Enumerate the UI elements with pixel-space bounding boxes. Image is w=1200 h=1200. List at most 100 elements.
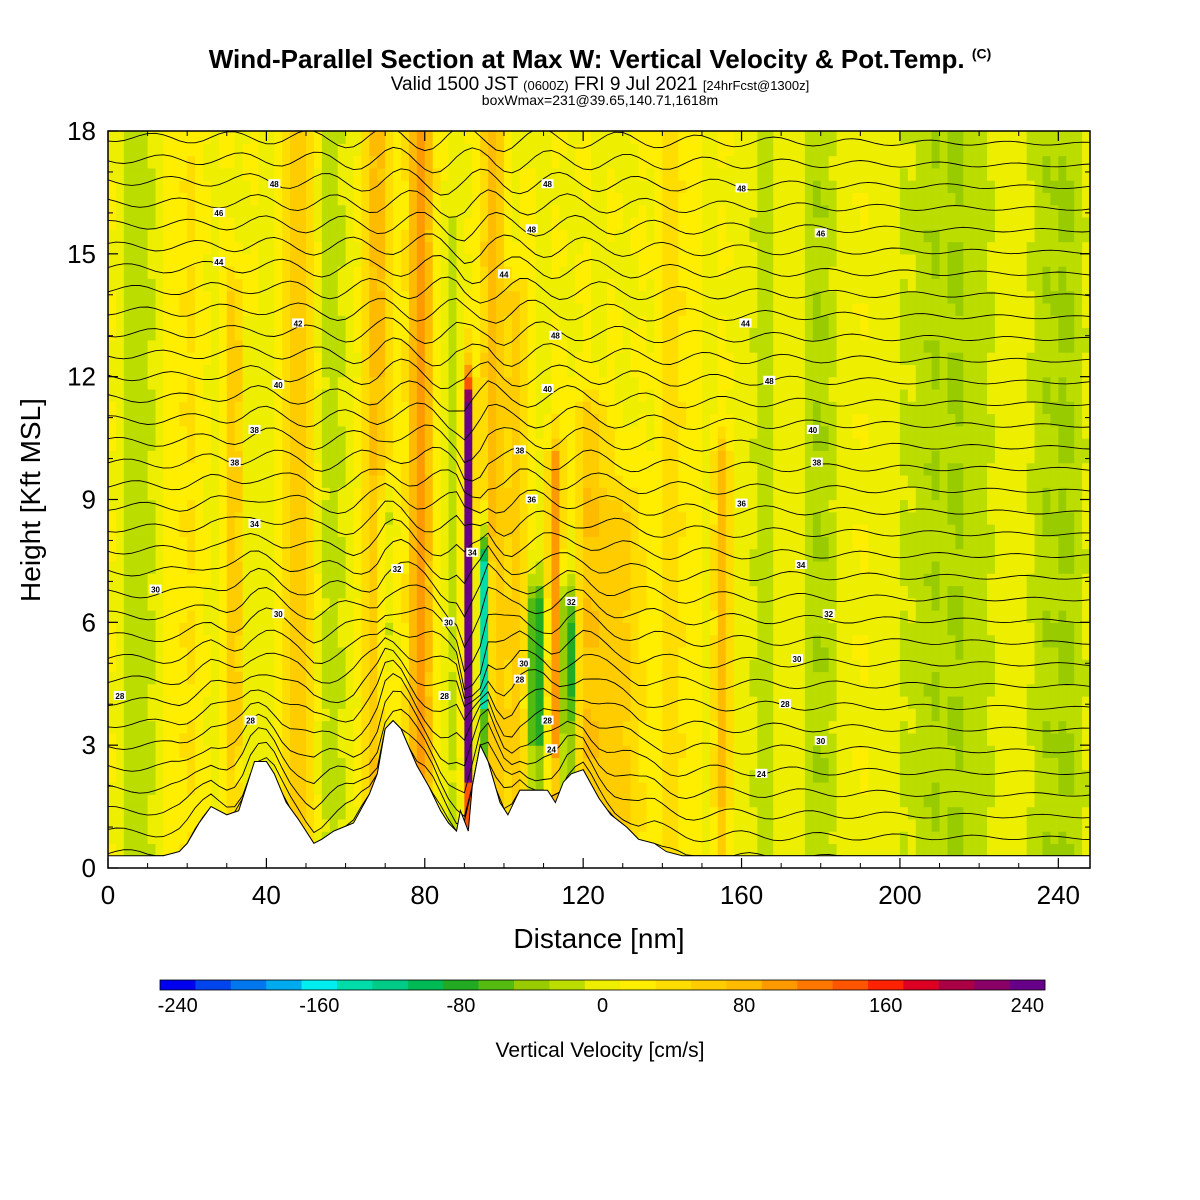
velocity-cell <box>385 511 394 525</box>
velocity-cell <box>686 757 695 771</box>
velocity-cell <box>1074 683 1083 697</box>
velocity-cell <box>971 818 980 832</box>
velocity-cell <box>329 622 339 636</box>
velocity-cell <box>622 499 632 513</box>
velocity-cell <box>345 425 355 439</box>
velocity-cell <box>1082 511 1090 525</box>
velocity-cell <box>955 745 964 759</box>
velocity-cell <box>979 425 988 439</box>
velocity-cell <box>741 388 751 402</box>
velocity-cell <box>828 622 838 636</box>
velocity-cell <box>646 831 656 845</box>
velocity-cell <box>892 794 901 808</box>
velocity-cell <box>931 720 941 734</box>
velocity-cell <box>155 843 165 857</box>
velocity-cell <box>424 597 434 611</box>
velocity-cell <box>527 622 537 636</box>
velocity-cell <box>305 499 315 513</box>
velocity-cell <box>115 683 125 697</box>
velocity-cell <box>1018 376 1028 390</box>
velocity-cell <box>123 831 133 845</box>
velocity-cell <box>1042 782 1051 795</box>
velocity-cell <box>781 511 790 525</box>
velocity-cell <box>741 708 751 722</box>
velocity-cell <box>709 622 719 636</box>
velocity-cell <box>733 573 743 587</box>
velocity-cell <box>789 769 798 783</box>
velocity-cell <box>868 769 877 783</box>
velocity-cell <box>662 548 671 562</box>
velocity-cell <box>852 401 861 415</box>
velocity-cell <box>108 806 117 820</box>
velocity-cell <box>812 450 822 464</box>
velocity-cell <box>1002 560 1012 574</box>
velocity-cell <box>496 524 505 537</box>
velocity-cell <box>820 413 830 427</box>
velocity-cell <box>963 376 972 390</box>
velocity-cell <box>131 696 141 709</box>
velocity-cell <box>1002 487 1012 501</box>
velocity-cell <box>432 585 442 599</box>
velocity-cell <box>401 634 410 648</box>
velocity-cell <box>408 401 418 415</box>
velocity-cell <box>733 831 743 845</box>
velocity-cell <box>1018 818 1028 832</box>
velocity-cell <box>892 548 901 562</box>
velocity-cell <box>503 573 513 587</box>
velocity-cell <box>321 487 331 501</box>
velocity-cell <box>1002 622 1012 636</box>
velocity-cell <box>345 622 355 636</box>
velocity-cell <box>804 806 814 820</box>
velocity-cell <box>899 782 909 795</box>
velocity-cell <box>108 794 117 808</box>
velocity-cell <box>250 732 260 746</box>
velocity-cell <box>868 438 877 451</box>
velocity-cell <box>694 622 703 636</box>
velocity-cell <box>1002 683 1012 697</box>
velocity-cell <box>1042 573 1051 587</box>
velocity-cell <box>860 597 869 611</box>
velocity-cell <box>179 560 188 574</box>
velocity-cell <box>773 732 782 746</box>
velocity-cell <box>686 671 695 685</box>
velocity-cell <box>551 769 560 783</box>
velocity-cell <box>979 757 988 771</box>
velocity-cell <box>907 683 917 697</box>
velocity-cell <box>432 474 442 488</box>
velocity-cell <box>1018 769 1028 783</box>
velocity-cell <box>860 732 869 746</box>
velocity-cell <box>155 597 165 611</box>
velocity-cell <box>551 401 560 415</box>
velocity-cell <box>654 425 663 439</box>
velocity-cell <box>630 548 640 562</box>
velocity-cell <box>456 462 465 476</box>
velocity-cell <box>892 720 901 734</box>
velocity-cell <box>115 818 125 832</box>
velocity-cell <box>408 646 418 660</box>
velocity-cell <box>717 745 727 759</box>
velocity-cell <box>1066 646 1075 660</box>
velocity-cell <box>725 794 735 808</box>
velocity-cell <box>638 794 648 808</box>
velocity-cell <box>527 696 537 709</box>
velocity-cell <box>947 548 956 562</box>
velocity-cell <box>187 634 196 648</box>
velocity-cell <box>282 511 291 525</box>
velocity-cell <box>393 524 402 537</box>
velocity-cell <box>424 659 434 673</box>
velocity-cell <box>757 622 766 636</box>
velocity-cell <box>163 843 172 857</box>
velocity-cell <box>1034 610 1044 623</box>
velocity-cell <box>670 487 679 501</box>
velocity-cell <box>1082 818 1090 832</box>
velocity-cell <box>519 376 529 390</box>
velocity-cell <box>971 413 980 427</box>
velocity-cell <box>337 548 347 562</box>
velocity-cell <box>812 511 822 525</box>
velocity-cell <box>646 696 656 709</box>
velocity-cell <box>115 438 125 451</box>
velocity-cell <box>757 462 766 476</box>
velocity-cell <box>828 536 838 550</box>
velocity-cell <box>179 646 188 660</box>
velocity-cell <box>662 732 671 746</box>
